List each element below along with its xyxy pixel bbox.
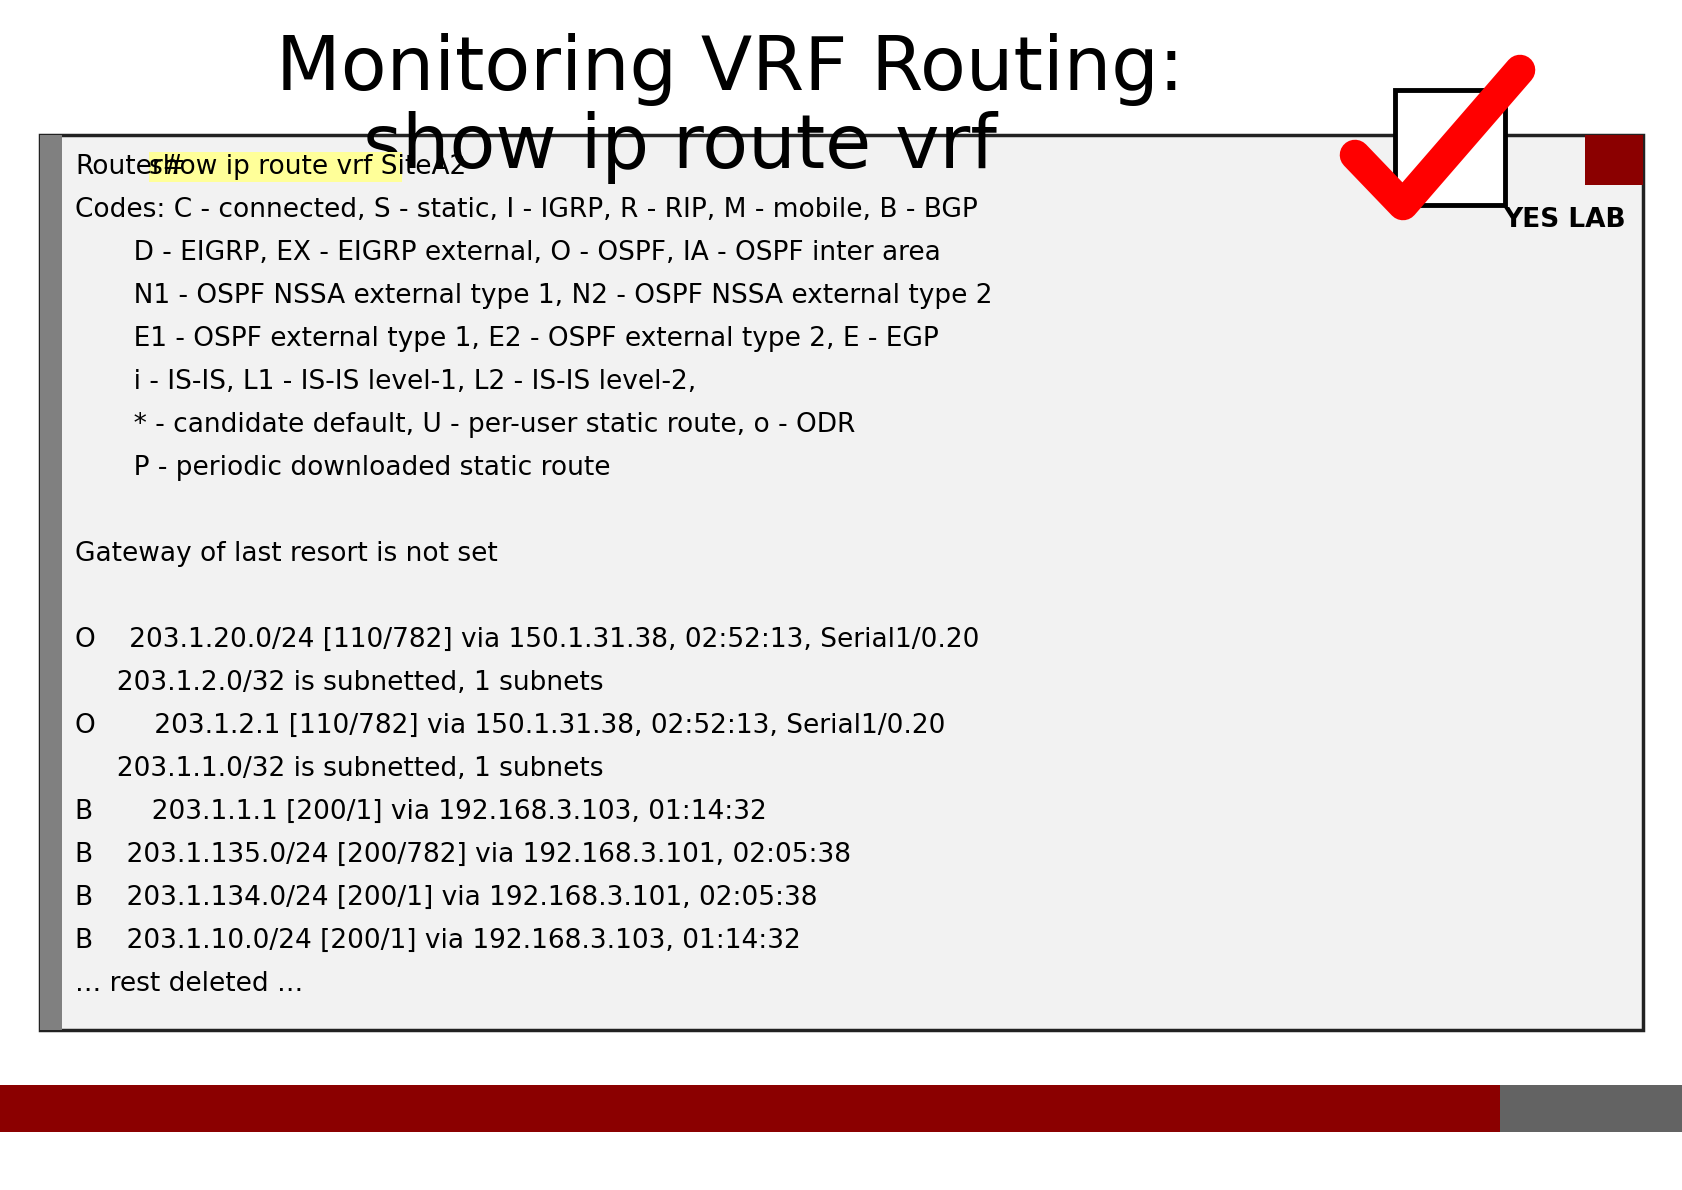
Text: Gateway of last resort is not set: Gateway of last resort is not set (76, 541, 498, 566)
FancyBboxPatch shape (1584, 134, 1642, 184)
Text: 203.1.1.0/32 is subnetted, 1 subnets: 203.1.1.0/32 is subnetted, 1 subnets (76, 756, 604, 782)
Text: B    203.1.10.0/24 [200/1] via 192.168.3.103, 01:14:32: B 203.1.10.0/24 [200/1] via 192.168.3.10… (76, 928, 801, 954)
Text: show ip route vrf: show ip route vrf (363, 112, 996, 184)
Text: B    203.1.134.0/24 [200/1] via 192.168.3.101, 02:05:38: B 203.1.134.0/24 [200/1] via 192.168.3.1… (76, 885, 817, 912)
FancyBboxPatch shape (1499, 1085, 1682, 1132)
Text: * - candidate default, U - per-user static route, o - ODR: * - candidate default, U - per-user stat… (76, 412, 854, 438)
Text: Monitoring VRF Routing:: Monitoring VRF Routing: (276, 33, 1184, 106)
Text: B       203.1.1.1 [200/1] via 192.168.3.103, 01:14:32: B 203.1.1.1 [200/1] via 192.168.3.103, 0… (76, 798, 767, 825)
Text: N1 - OSPF NSSA external type 1, N2 - OSPF NSSA external type 2: N1 - OSPF NSSA external type 1, N2 - OSP… (76, 283, 992, 309)
FancyBboxPatch shape (1394, 90, 1504, 205)
Text: 203.1.2.0/32 is subnetted, 1 subnets: 203.1.2.0/32 is subnetted, 1 subnets (76, 670, 604, 696)
Text: … rest deleted …: … rest deleted … (76, 971, 303, 997)
Text: O    203.1.20.0/24 [110/782] via 150.1.31.38, 02:52:13, Serial1/0.20: O 203.1.20.0/24 [110/782] via 150.1.31.3… (76, 627, 979, 653)
Text: D - EIGRP, EX - EIGRP external, O - OSPF, IA - OSPF inter area: D - EIGRP, EX - EIGRP external, O - OSPF… (76, 240, 940, 267)
Text: B    203.1.135.0/24 [200/782] via 192.168.3.101, 02:05:38: B 203.1.135.0/24 [200/782] via 192.168.3… (76, 843, 851, 868)
Text: i - IS-IS, L1 - IS-IS level-1, L2 - IS-IS level-2,: i - IS-IS, L1 - IS-IS level-1, L2 - IS-I… (76, 369, 696, 395)
FancyBboxPatch shape (0, 1085, 1499, 1132)
Text: Router#: Router# (76, 154, 185, 180)
FancyBboxPatch shape (40, 134, 1642, 1031)
Text: Codes: C - connected, S - static, I - IGRP, R - RIP, M - mobile, B - BGP: Codes: C - connected, S - static, I - IG… (76, 198, 977, 223)
Text: show ip route vrf SiteA2: show ip route vrf SiteA2 (148, 154, 466, 180)
Text: YES LAB: YES LAB (1502, 207, 1625, 233)
FancyBboxPatch shape (148, 151, 402, 182)
Text: P - periodic downloaded static route: P - periodic downloaded static route (76, 455, 611, 481)
Text: O       203.1.2.1 [110/782] via 150.1.31.38, 02:52:13, Serial1/0.20: O 203.1.2.1 [110/782] via 150.1.31.38, 0… (76, 713, 945, 739)
Text: E1 - OSPF external type 1, E2 - OSPF external type 2, E - EGP: E1 - OSPF external type 1, E2 - OSPF ext… (76, 326, 939, 352)
FancyBboxPatch shape (40, 134, 62, 1031)
